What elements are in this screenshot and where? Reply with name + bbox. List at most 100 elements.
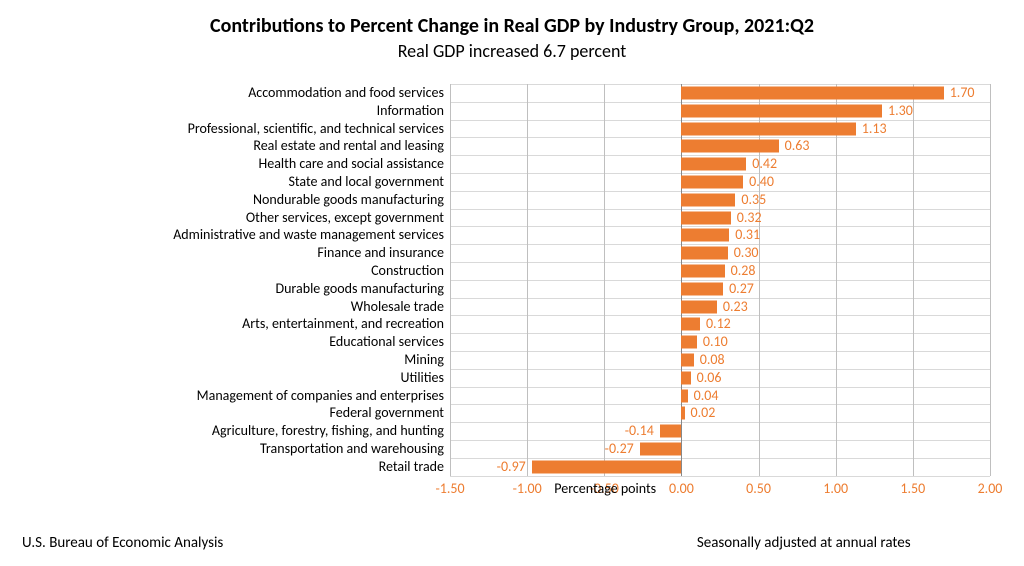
category-label: Professional, scientific, and technical … [188,122,444,136]
plot-area: 1.701.301.130.630.420.400.350.320.310.30… [450,84,990,476]
data-bar [681,229,729,242]
row-gridline [450,226,990,227]
row-gridline [450,262,990,263]
value-label: 0.35 [741,193,766,207]
vertical-gridline [450,84,451,476]
row-gridline [450,209,990,210]
x-tick-label: 1.50 [900,480,925,497]
x-tick-label: -1.50 [435,480,464,497]
data-bar [681,318,700,331]
x-tick-label: -1.00 [513,480,542,497]
data-bar [681,264,724,277]
row-gridline [450,280,990,281]
data-bar [660,425,682,438]
data-bar [681,282,723,295]
row-gridline [450,387,990,388]
data-bar [681,389,687,402]
category-label: Utilities [401,371,444,385]
value-label: 0.02 [691,406,716,420]
data-bar [681,336,696,349]
value-label: -0.27 [605,442,634,456]
data-bar [681,104,882,117]
category-label: Finance and insurance [317,246,444,260]
value-label: 0.30 [734,246,759,260]
data-bar [681,247,727,260]
value-label: 0.10 [703,335,728,349]
chart-subtitle: Real GDP increased 6.7 percent [0,40,1024,62]
category-label: Agriculture, forestry, fishing, and hunt… [212,424,444,438]
category-label: Other services, except government [246,211,444,225]
category-label: Transportation and warehousing [260,442,444,456]
row-gridline [450,120,990,121]
value-label: 0.42 [752,157,777,171]
data-bar [681,158,746,171]
source-attribution: U.S. Bureau of Economic Analysis [22,534,223,552]
value-label: 0.63 [785,139,810,153]
data-bar [681,122,855,135]
category-label: Federal government [330,406,444,420]
category-label: Durable goods manufacturing [275,282,444,296]
data-bar [681,211,730,224]
vertical-gridline [913,84,914,476]
category-label: Information [377,104,444,118]
category-label: State and local government [288,175,444,189]
category-label: Mining [404,353,444,367]
chart-container: 1.701.301.130.630.420.400.350.320.310.30… [0,84,1024,500]
row-gridline [450,440,990,441]
row-gridline [450,244,990,245]
note-seasonal-adjustment: Seasonally adjusted at annual rates [697,534,911,552]
category-label: Management of companies and enterprises [197,389,444,403]
vertical-gridline [990,84,991,476]
data-bar [532,460,682,473]
category-label: Arts, entertainment, and recreation [242,317,444,331]
category-label: Educational services [329,335,444,349]
category-label: Construction [371,264,444,278]
value-label: 1.70 [950,86,975,100]
data-bar [681,86,943,99]
row-gridline [450,404,990,405]
row-gridline [450,137,990,138]
value-label: 0.04 [694,389,719,403]
row-gridline [450,458,990,459]
value-label: 0.06 [697,371,722,385]
category-label: Wholesale trade [351,300,444,314]
data-bar [681,353,693,366]
value-label: -0.97 [497,460,526,474]
row-gridline [450,422,990,423]
vertical-gridline [604,84,605,476]
x-tick-label: 0.00 [669,480,694,497]
data-bar [681,407,684,420]
value-label: -0.14 [625,424,654,438]
value-label: 1.13 [862,122,887,136]
x-tick-label: 2.00 [978,480,1003,497]
value-label: 0.27 [729,282,754,296]
x-axis-title: Percentage points [554,480,656,497]
value-label: 0.23 [723,300,748,314]
category-label: Nondurable goods manufacturing [253,193,444,207]
row-gridline [450,155,990,156]
row-gridline [450,173,990,174]
value-label: 0.28 [731,264,756,278]
row-gridline [450,191,990,192]
vertical-gridline [527,84,528,476]
data-bar [681,175,743,188]
value-label: 0.32 [737,211,762,225]
category-label: Accommodation and food services [248,86,444,100]
data-bar [681,371,690,384]
category-label: Retail trade [379,460,444,474]
row-gridline [450,298,990,299]
x-tick-label: 0.50 [746,480,771,497]
data-bar [681,140,778,153]
row-gridline [450,476,990,477]
data-bar [681,193,735,206]
value-label: 0.40 [749,175,774,189]
x-tick-label: 1.00 [823,480,848,497]
vertical-gridline [836,84,837,476]
category-label: Real estate and rental and leasing [253,139,444,153]
value-label: 1.30 [888,104,913,118]
value-label: 0.08 [700,353,725,367]
category-label: Administrative and waste management serv… [173,228,444,242]
category-label: Health care and social assistance [259,157,444,171]
data-bar [681,300,716,313]
row-gridline [450,84,990,85]
